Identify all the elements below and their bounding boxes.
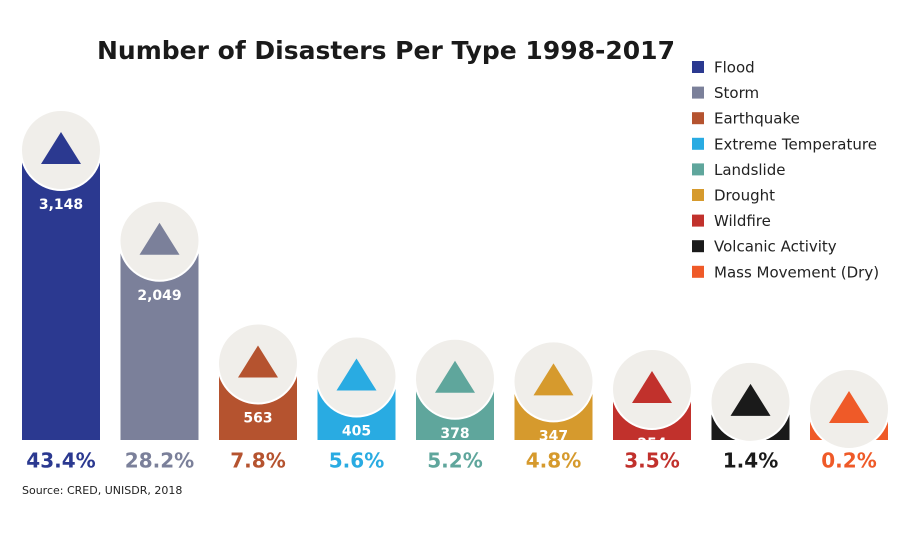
legend-swatch bbox=[692, 163, 704, 176]
chart-title: Number of Disasters Per Type 1998-2017 bbox=[97, 36, 675, 65]
legend-label: Storm bbox=[714, 84, 759, 102]
value-label: 378 bbox=[440, 426, 469, 442]
icon bbox=[435, 360, 475, 393]
icon bbox=[139, 222, 180, 255]
legend-swatch bbox=[692, 189, 704, 201]
icon bbox=[829, 391, 869, 424]
percent-label: 5.2% bbox=[427, 449, 482, 473]
legend-swatch bbox=[692, 61, 704, 73]
legend-label: Wildfire bbox=[714, 212, 771, 230]
percent-label: 7.8% bbox=[230, 449, 285, 473]
legend-swatch bbox=[692, 214, 704, 227]
legend-swatch bbox=[692, 265, 704, 278]
percent-label: 0.2% bbox=[821, 449, 876, 473]
legend-swatch bbox=[692, 86, 704, 99]
icon bbox=[41, 132, 81, 164]
legend-label: Volcanic Activity bbox=[714, 238, 837, 256]
value-label: 2,049 bbox=[137, 288, 181, 304]
percent-label: 43.4% bbox=[26, 449, 95, 473]
value-label: 99 bbox=[741, 449, 760, 465]
legend-swatch bbox=[692, 137, 704, 150]
legend-label: Drought bbox=[714, 187, 775, 205]
percent-label: 1.4% bbox=[723, 449, 778, 473]
legend-label: Flood bbox=[714, 59, 755, 77]
percent-label: 5.6% bbox=[329, 449, 384, 473]
legend-swatch bbox=[692, 112, 704, 125]
value-label: 405 bbox=[342, 424, 371, 440]
value-label: 12 bbox=[839, 456, 858, 472]
percent-label: 3.5% bbox=[624, 449, 679, 473]
percent-label: 28.2% bbox=[125, 449, 194, 473]
icon bbox=[632, 371, 672, 404]
icon bbox=[730, 383, 771, 416]
value-label: 254 bbox=[637, 436, 666, 452]
source: Source: CRED, UNISDR, 2018 bbox=[22, 484, 182, 497]
legend-swatch bbox=[692, 240, 704, 253]
icon bbox=[336, 358, 377, 391]
legend-label: Extreme Temperature bbox=[714, 135, 877, 153]
value-label: 563 bbox=[243, 411, 272, 427]
icon bbox=[238, 345, 278, 378]
legend-label: Earthquake bbox=[714, 110, 800, 128]
value-label: 3,148 bbox=[39, 197, 83, 213]
icon bbox=[533, 363, 574, 396]
bar bbox=[22, 150, 100, 440]
value-label: 347 bbox=[539, 428, 568, 444]
percent-label: 4.8% bbox=[526, 449, 581, 473]
legend-label: Landslide bbox=[714, 161, 785, 179]
legend-label: Mass Movement (Dry) bbox=[714, 263, 879, 281]
